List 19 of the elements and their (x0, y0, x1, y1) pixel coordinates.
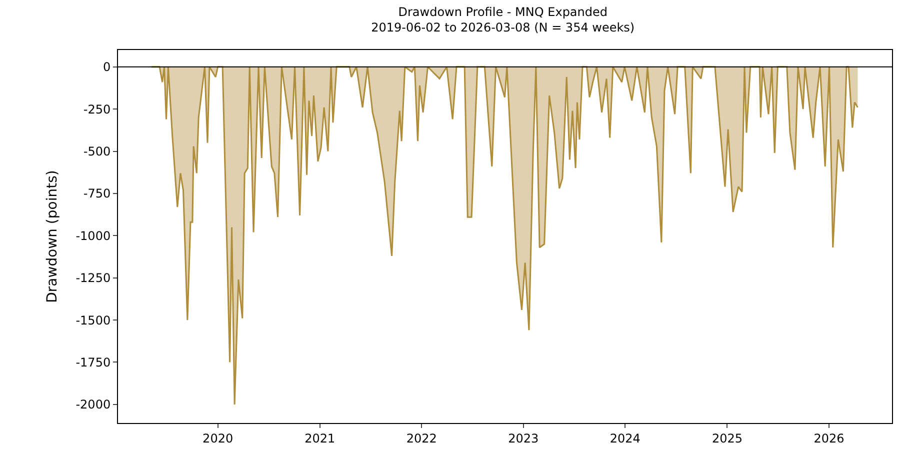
x-tick-label: 2023 (508, 431, 539, 446)
y-tick-label: -2000 (76, 398, 111, 412)
x-tick-label: 2025 (712, 431, 742, 446)
y-tick-label: -1000 (76, 228, 111, 243)
y-tick-label: -1500 (76, 313, 111, 328)
y-tick-label: -1750 (76, 355, 111, 370)
y-tick-label: -1250 (76, 271, 111, 286)
chart-subtitle: 2019-06-02 to 2026-03-08 (N = 354 weeks) (371, 20, 635, 35)
x-tick-label: 2021 (304, 431, 336, 446)
y-tick-label: -500 (83, 144, 111, 158)
x-tick-label: 2022 (406, 431, 437, 446)
x-tick-label: 2020 (202, 431, 234, 446)
y-tick-label: -750 (83, 186, 111, 201)
chart-title: Drawdown Profile - MNQ Expanded (398, 4, 608, 19)
y-tick-label: -250 (83, 102, 111, 116)
y-tick-label: 0 (102, 60, 111, 74)
x-tick-label: 2024 (610, 431, 640, 446)
x-tick-label: 2026 (814, 431, 844, 446)
y-axis-title: Drawdown (points) (44, 170, 60, 303)
